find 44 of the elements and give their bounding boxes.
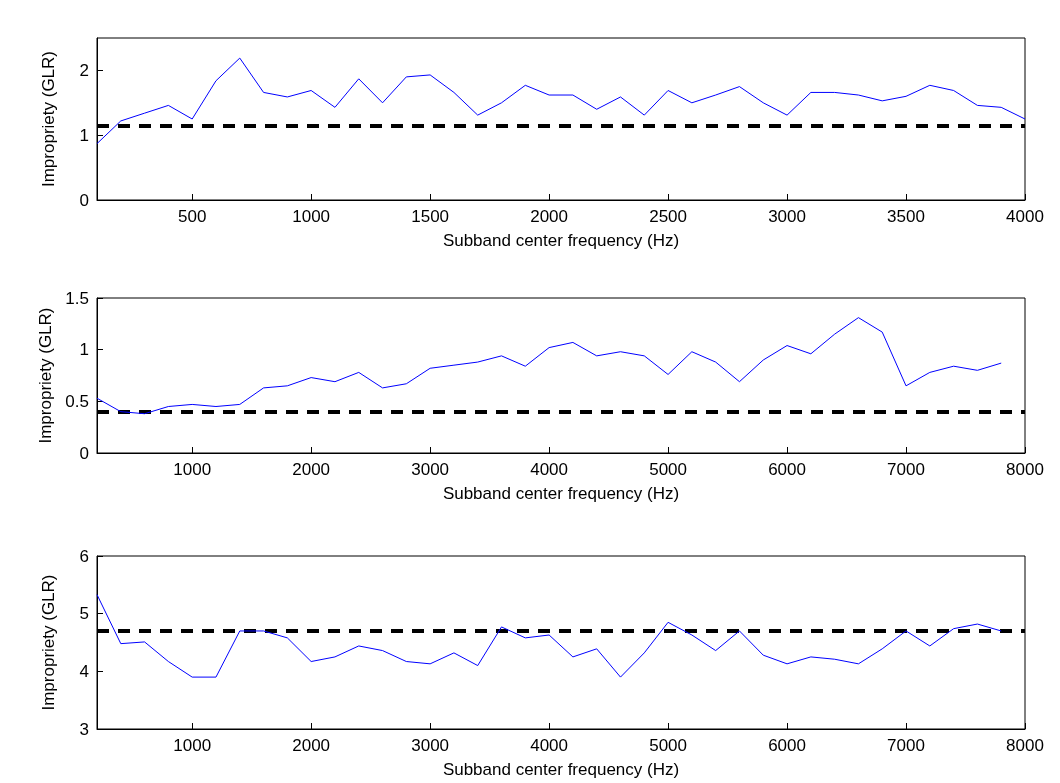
x-tick-label: 1000 <box>173 460 212 479</box>
line-series <box>96 594 1002 678</box>
y-tick-label: 5 <box>79 604 89 624</box>
y-axis-title: Impropriety (GLR) <box>39 50 58 188</box>
x-axis-title: Subband center frequency (Hz) <box>442 484 680 503</box>
y-axis-title: Impropriety (GLR) <box>36 307 56 444</box>
y-tick-label: 1.5 <box>65 288 89 308</box>
x-tick-label: 1000 <box>292 207 331 226</box>
x-tick-label: 2000 <box>292 736 331 755</box>
y-tick-label: 0 <box>79 190 89 210</box>
y-tick-label: 1 <box>79 340 89 360</box>
x-tick-label: 5000 <box>649 460 687 479</box>
x-tick-label: 4000 <box>530 736 569 755</box>
x-tick-label: 6000 <box>768 736 806 755</box>
x-tick-label: 8000 <box>1006 736 1044 755</box>
x-tick-label: 2000 <box>292 460 331 479</box>
x-tick-label: 3000 <box>411 460 450 479</box>
y-tick-label: 3 <box>79 719 89 739</box>
x-tick-label: 4000 <box>530 460 569 479</box>
y-tick-label: 4 <box>79 661 89 681</box>
y-tick-label: 2 <box>79 60 89 80</box>
x-axis-title: Subband center frequency (Hz) <box>442 760 680 779</box>
line-series <box>96 317 1002 415</box>
x-tick-label: 1500 <box>411 207 450 226</box>
x-tick-label: 3000 <box>411 736 450 755</box>
x-tick-label: 4000 <box>1006 207 1044 226</box>
x-tick-label: 2500 <box>649 207 687 226</box>
x-tick-label: 7000 <box>887 460 925 479</box>
x-axis-title: Subband center frequency (Hz) <box>442 231 680 250</box>
x-tick-label: 8000 <box>1006 460 1044 479</box>
x-tick-label: 3500 <box>887 207 925 226</box>
y-tick-label: 0.5 <box>65 391 89 411</box>
y-tick-label: 0 <box>79 443 89 463</box>
x-tick-label: 1000 <box>173 736 212 755</box>
y-tick-label: 1 <box>79 125 89 145</box>
y-axis-title: Impropriety (GLR) <box>39 574 58 711</box>
x-tick-label: 2000 <box>530 207 569 226</box>
x-tick-label: 3000 <box>768 207 806 226</box>
x-tick-label: 7000 <box>887 736 925 755</box>
y-tick-label: 6 <box>79 546 89 566</box>
x-tick-label: 500 <box>177 207 207 226</box>
x-tick-label: 5000 <box>649 736 687 755</box>
x-tick-label: 6000 <box>768 460 806 479</box>
line-series <box>96 57 1026 145</box>
